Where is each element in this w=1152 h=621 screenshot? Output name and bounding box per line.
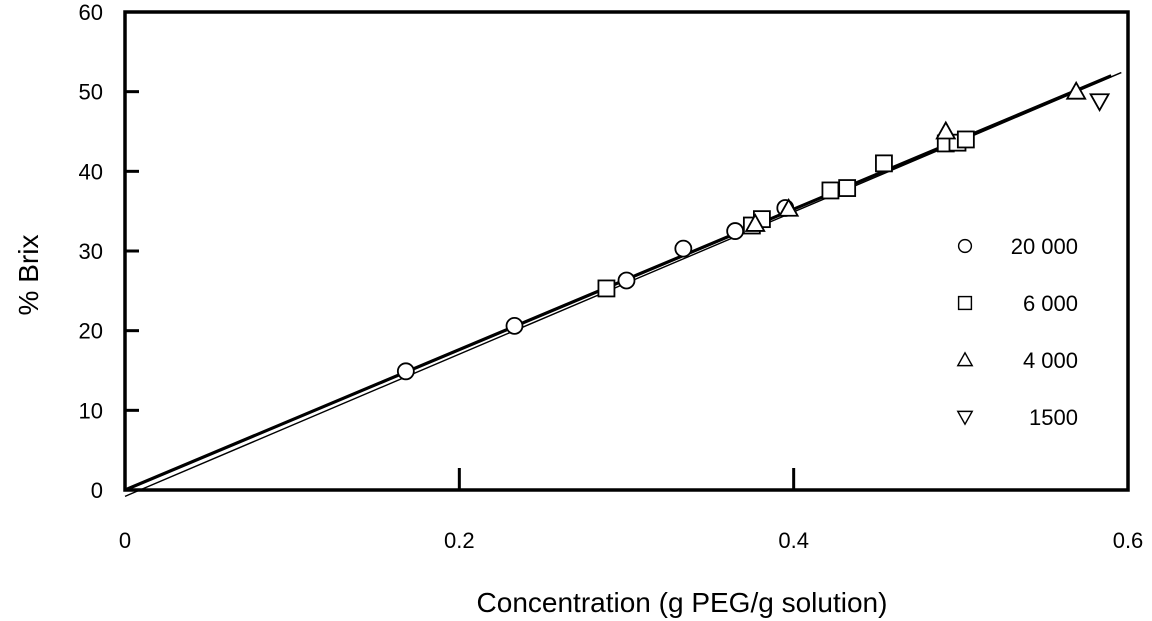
legend-item [956, 351, 974, 367]
data-point-circle [396, 362, 415, 381]
data-point-circle [617, 271, 636, 290]
y-tick-label: 30 [79, 239, 103, 264]
y-tick-label: 0 [91, 478, 103, 503]
y-tick-label: 60 [79, 0, 103, 25]
x-tick-label: 0 [119, 528, 131, 553]
x-tick-label: 0.6 [1113, 528, 1144, 553]
legend-label: 6 000 [1023, 291, 1078, 316]
data-point-triangle-up [935, 120, 957, 140]
data-point-square [821, 181, 840, 200]
data-point-circle [726, 222, 745, 240]
y-axis-title: % Brix [13, 235, 44, 316]
legend-marker-triangle-up [956, 351, 974, 367]
legend-marker-circle [957, 238, 973, 254]
data-point-square [838, 179, 857, 197]
data-point-triangle-up [1065, 80, 1087, 100]
data-point-square [956, 130, 975, 149]
legend-label: 1500 [1029, 405, 1078, 430]
data-point-circle [674, 239, 693, 258]
legend-marker-triangle-down [956, 410, 974, 426]
plot-area-border [123, 10, 1130, 492]
legend-item [957, 238, 973, 254]
data-point-square [597, 279, 616, 298]
x-tick-label: 0.4 [778, 528, 809, 553]
data-point-triangle-up [744, 213, 766, 232]
data-point-triangle-up [778, 197, 800, 217]
x-axis-title: Concentration (g PEG/g solution) [477, 587, 888, 618]
y-tick-label: 20 [79, 319, 103, 344]
y-tick-label: 40 [79, 159, 103, 184]
y-tick-label: 50 [79, 80, 103, 105]
legend-item [956, 410, 974, 426]
legend-marker-square [957, 295, 973, 311]
y-tick-label: 10 [79, 398, 103, 423]
data-point-circle [505, 316, 524, 335]
legend-label: 20 000 [1011, 234, 1078, 259]
x-tick-label: 0.2 [444, 528, 475, 553]
legend-label: 4 000 [1023, 348, 1078, 373]
data-point-triangle-down [1089, 93, 1111, 113]
data-point-square [875, 154, 893, 173]
legend-item [957, 295, 973, 311]
